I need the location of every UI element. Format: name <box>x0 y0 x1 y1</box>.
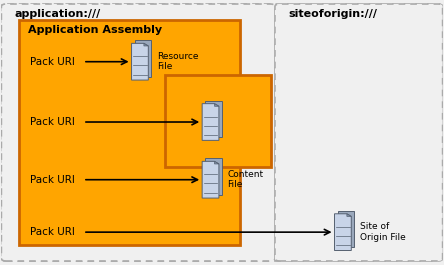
Polygon shape <box>131 43 148 80</box>
Text: Pack URI: Pack URI <box>30 227 75 237</box>
FancyBboxPatch shape <box>275 4 443 261</box>
Text: Resource
File: Resource File <box>227 112 269 132</box>
Polygon shape <box>214 104 219 106</box>
Polygon shape <box>202 104 219 140</box>
Text: Site of
Origin File: Site of Origin File <box>360 222 405 242</box>
Text: Pack URI: Pack URI <box>30 117 75 127</box>
Text: Referenced
Assembly: Referenced Assembly <box>171 81 238 103</box>
FancyBboxPatch shape <box>1 4 275 261</box>
Polygon shape <box>144 43 148 46</box>
Text: Pack URI: Pack URI <box>30 57 75 67</box>
Polygon shape <box>334 214 351 250</box>
FancyBboxPatch shape <box>19 20 240 245</box>
FancyBboxPatch shape <box>165 75 270 167</box>
Polygon shape <box>337 211 354 247</box>
Polygon shape <box>205 100 222 137</box>
Text: Application Assembly: Application Assembly <box>28 25 162 35</box>
Text: Content
File: Content File <box>227 170 263 189</box>
Polygon shape <box>202 161 219 198</box>
Polygon shape <box>135 40 151 77</box>
Text: siteoforigin:///: siteoforigin:/// <box>288 9 377 19</box>
Text: application:///: application:/// <box>15 9 101 19</box>
Polygon shape <box>205 158 222 195</box>
Text: Pack URI: Pack URI <box>30 175 75 185</box>
Polygon shape <box>347 214 351 217</box>
Polygon shape <box>214 161 219 164</box>
FancyBboxPatch shape <box>1 4 443 261</box>
Text: Resource
File: Resource File <box>157 52 198 71</box>
